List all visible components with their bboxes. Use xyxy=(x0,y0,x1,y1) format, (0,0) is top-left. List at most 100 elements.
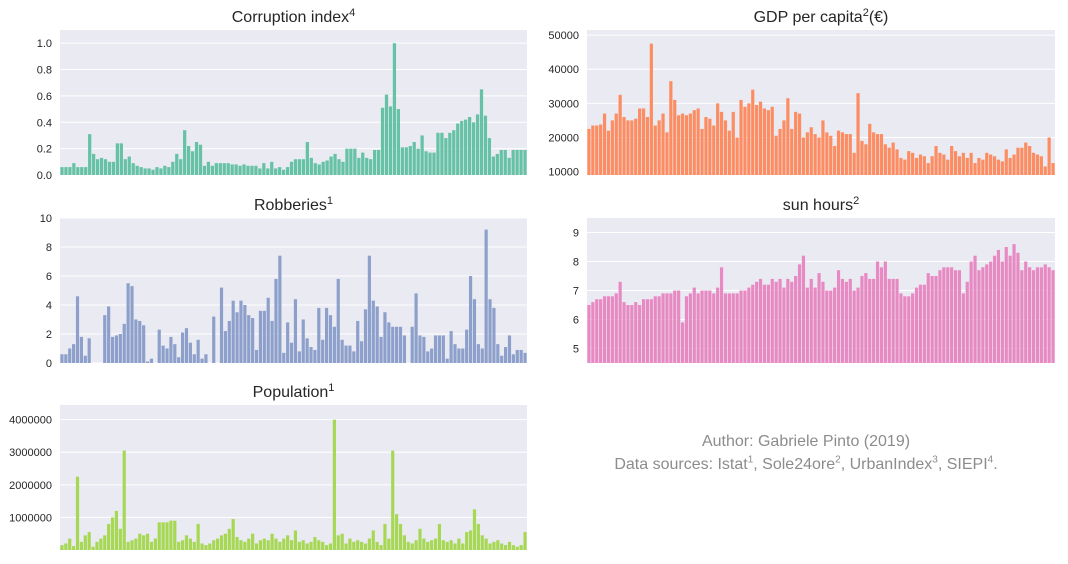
corruption-bar xyxy=(313,163,317,175)
sunhours-bar xyxy=(739,290,743,363)
gdp-bar xyxy=(942,154,946,175)
corruption-bar xyxy=(107,161,112,175)
corruption-bar xyxy=(198,144,203,175)
source-istat: Data sources: Istat xyxy=(614,456,748,473)
gdp-bar xyxy=(985,152,989,175)
population-bar xyxy=(344,543,348,550)
population-bar xyxy=(196,523,200,550)
population-bar xyxy=(352,541,356,550)
gdp-y-tick-label: 10000 xyxy=(548,167,579,179)
sunhours-bar xyxy=(606,296,611,363)
gdp-bar xyxy=(973,163,977,175)
gdp-bar xyxy=(887,147,891,175)
gdp-bar xyxy=(891,142,895,175)
sunhours-bar xyxy=(692,287,696,363)
corruption-bar xyxy=(337,159,341,175)
sunhours-bar xyxy=(1028,267,1032,363)
gdp-bar xyxy=(895,149,899,175)
robberies-bar xyxy=(317,307,321,363)
sunhours-bar xyxy=(680,322,685,363)
robberies-bar xyxy=(504,347,508,363)
population-bar xyxy=(375,541,379,550)
robberies-bar xyxy=(500,355,504,363)
corruption-bar xyxy=(151,169,155,175)
population-bar xyxy=(426,541,430,550)
corruption-bar xyxy=(147,168,151,175)
sunhours-bar xyxy=(817,273,821,363)
gdp-bar xyxy=(680,113,685,175)
robberies-bar xyxy=(383,312,387,363)
corruption-bar xyxy=(92,153,96,175)
gdp-bar xyxy=(1004,149,1008,175)
corruption-bar xyxy=(84,167,88,175)
sunhours-bar xyxy=(614,293,618,363)
gdp-bar xyxy=(872,132,876,175)
sunhours-bar xyxy=(946,267,950,363)
robberies-bar xyxy=(103,315,107,363)
sunhours-bar xyxy=(950,267,954,363)
sunhours-bar xyxy=(848,278,852,363)
corruption-bar xyxy=(159,168,163,175)
sunhours-bar xyxy=(622,302,626,363)
population-bar xyxy=(305,543,309,550)
gdp-bar xyxy=(630,120,634,175)
population-bar xyxy=(480,535,484,550)
population-bar xyxy=(130,540,134,550)
sunhours-bar xyxy=(641,299,646,363)
source-sup-2: 2 xyxy=(835,454,841,466)
source-sup-4: 4 xyxy=(987,454,994,466)
population-bar xyxy=(212,540,216,550)
corruption-bar xyxy=(155,167,159,175)
sunhours-bar xyxy=(661,293,665,363)
sunhours-bar xyxy=(727,293,731,363)
corruption-bar xyxy=(491,156,495,175)
sunhours-bar xyxy=(969,261,973,363)
robberies-bar xyxy=(72,344,76,363)
gdp-bar xyxy=(844,134,848,175)
corruption-bar xyxy=(175,153,179,175)
corruption-y-tick-label: 0.8 xyxy=(37,65,52,77)
corruption-bar xyxy=(341,161,345,175)
population-bar xyxy=(75,476,80,550)
robberies-bar xyxy=(472,299,477,363)
gdp-bar xyxy=(587,128,591,175)
gdp-bar xyxy=(735,137,739,175)
population-bar xyxy=(126,541,130,550)
robberies-bar xyxy=(414,293,418,363)
robberies-bar xyxy=(468,276,473,363)
population-bar xyxy=(461,543,465,550)
gdp-bar xyxy=(1000,161,1004,175)
sunhours-bar xyxy=(801,255,806,363)
sunhours-bar xyxy=(872,278,876,363)
gdp-bar xyxy=(883,144,887,175)
corruption-bar xyxy=(317,164,321,175)
sunhours-bar xyxy=(953,270,958,363)
population-y-tick-label: 4000000 xyxy=(9,415,52,427)
population-bar xyxy=(402,535,407,550)
robberies-bar xyxy=(387,322,391,363)
sunhours-bar xyxy=(770,278,774,363)
corruption-bar xyxy=(222,163,226,175)
gdp-bar xyxy=(739,99,743,175)
corruption-bar xyxy=(384,94,389,175)
robberies-bar xyxy=(165,348,169,363)
sunhours-y-tick-label: 9 xyxy=(573,228,579,240)
sunhours-bar xyxy=(712,293,716,363)
population-bar xyxy=(91,546,95,550)
robberies-bar xyxy=(192,354,196,363)
robberies-bar xyxy=(449,331,453,363)
population-bar xyxy=(472,509,477,550)
gdp-bar xyxy=(751,89,755,175)
gdp-bar xyxy=(957,156,962,175)
gdp-bar xyxy=(653,125,657,175)
gdp-bar xyxy=(829,135,833,175)
gdp-bar xyxy=(801,137,806,175)
population-bar xyxy=(192,541,196,550)
corruption-bar xyxy=(88,134,92,175)
corruption-bar xyxy=(135,165,139,175)
robberies-bar xyxy=(247,315,251,363)
population-bar xyxy=(340,533,344,550)
corruption-bar xyxy=(99,157,104,175)
corruption-bar xyxy=(353,148,357,175)
sunhours-bar xyxy=(1039,267,1043,363)
